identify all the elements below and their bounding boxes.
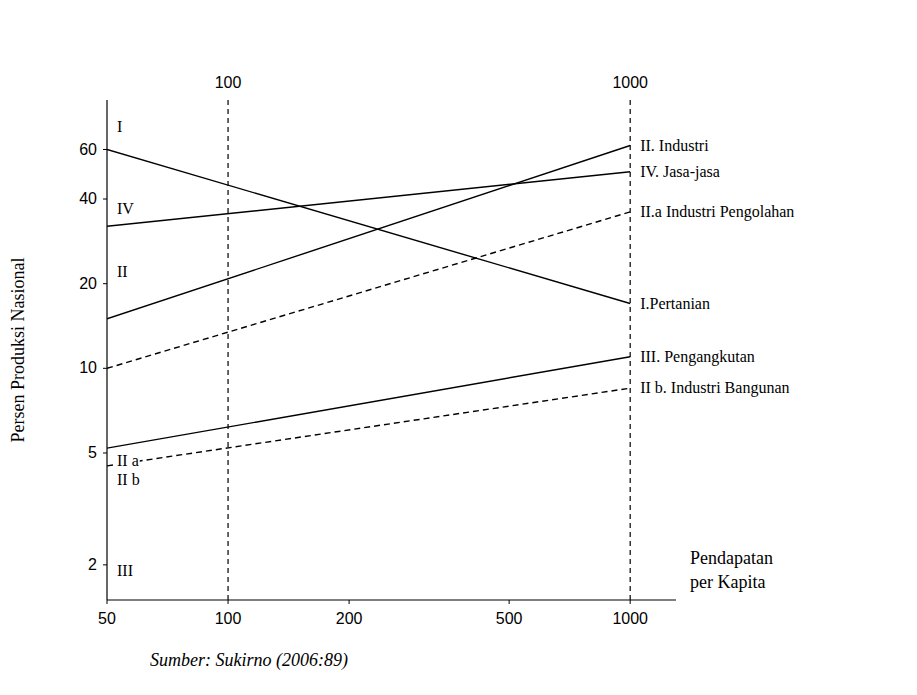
reference-line: [227, 100, 228, 600]
y-tick: [103, 149, 107, 150]
series-line: [107, 388, 630, 466]
y-tick: [103, 564, 107, 565]
x-tick: [509, 600, 510, 604]
annotation-bg: [116, 452, 140, 469]
x-tick: [349, 600, 350, 604]
reference-label: 1000: [612, 74, 648, 91]
annotation-bg: [116, 562, 134, 579]
y-tick-label: 20: [79, 275, 97, 292]
y-tick-label: 60: [79, 141, 97, 158]
annotation: II b: [117, 471, 140, 488]
series-label: II. Industri: [640, 137, 709, 154]
chart: 100 1000 2 5 10 20 40 60 50 100 200 500 1000 II. Indu…: [0, 0, 917, 695]
background: [0, 0, 917, 695]
series-label: I.Pertanian: [640, 295, 710, 312]
annotation-bg: [116, 118, 123, 135]
series-label: III. Pengangkutan: [640, 348, 755, 366]
x-tick: [630, 600, 631, 604]
annotation-bg: [116, 200, 135, 217]
y-tick: [103, 199, 107, 200]
series-line: [107, 212, 630, 368]
y-tick-label: 10: [79, 359, 97, 376]
x-tick: [228, 600, 229, 604]
series-label: IV. Jasa-jasa: [640, 163, 720, 181]
y-tick: [103, 368, 107, 369]
source: Sumber: Sukirno (2006:89): [150, 650, 348, 671]
y-tick-label: 5: [88, 444, 97, 461]
series-label: II.a Industri Pengolahan: [640, 203, 794, 221]
annotation: IV: [117, 200, 134, 217]
reference-label: 100: [215, 74, 242, 91]
x-tick-label: 1000: [612, 610, 648, 627]
x-tick-label: 50: [98, 610, 116, 627]
y-tick-label: 40: [79, 190, 97, 207]
annotation: II: [117, 263, 128, 280]
x-axis: [107, 599, 676, 600]
x-tick-label: 500: [496, 610, 523, 627]
y-tick: [103, 452, 107, 453]
series-label: II b. Industri Bangunan: [640, 379, 789, 397]
x-tick-label: 200: [336, 610, 363, 627]
x-tick: [107, 600, 108, 604]
plot-area: [107, 146, 630, 466]
series-line: [107, 146, 630, 319]
annotation: I: [117, 118, 122, 135]
annotation: III: [117, 562, 133, 579]
y-axis-title: Persen Produksi Nasional: [8, 258, 28, 443]
series-line: [107, 172, 630, 227]
y-tick: [103, 283, 107, 284]
series-line: [107, 357, 630, 448]
annotation: II a: [117, 452, 139, 469]
series-line: [107, 150, 630, 304]
x-tick-label: 100: [215, 610, 242, 627]
reference-line: [630, 100, 631, 600]
annotation-bg: [116, 471, 141, 488]
y-axis: [106, 100, 107, 600]
x-axis-title: Pendapatanper Kapita: [690, 548, 773, 592]
annotation-bg: [116, 263, 129, 280]
y-tick-label: 2: [88, 556, 97, 573]
